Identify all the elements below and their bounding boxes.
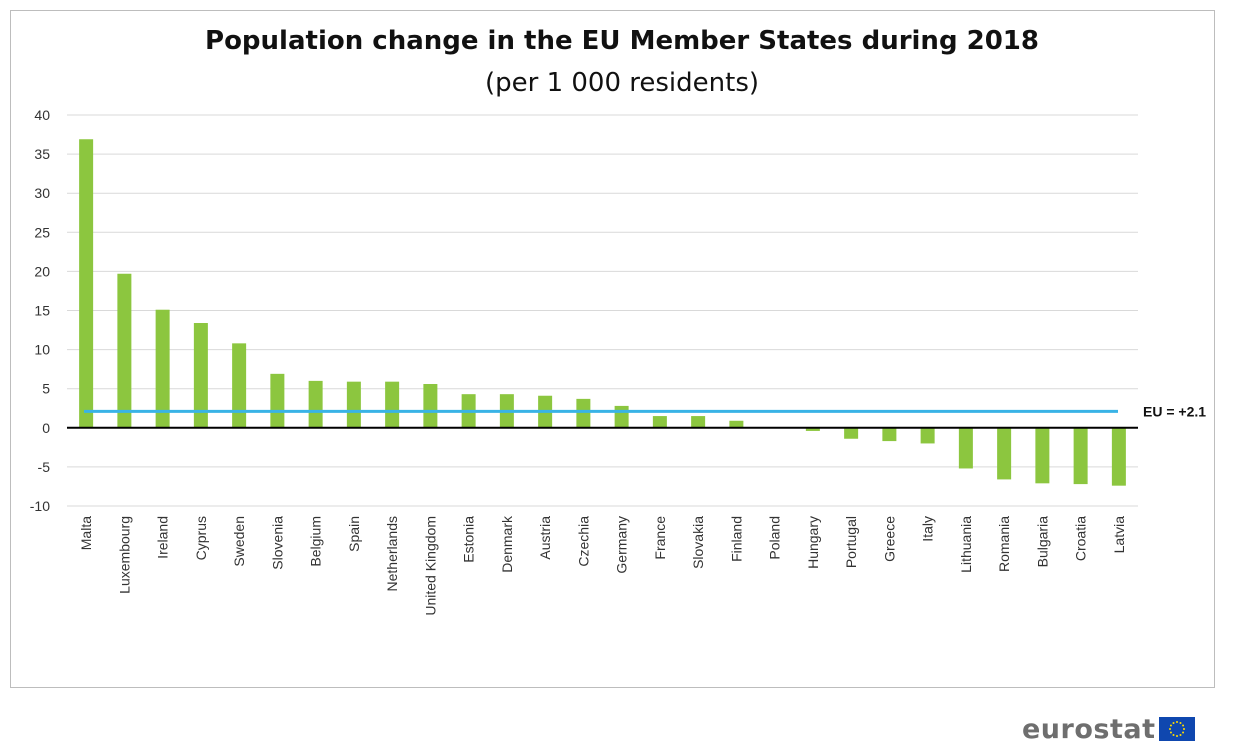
x-tick-label: Sweden [231,516,247,567]
x-tick-label: Slovenia [269,516,285,570]
chart-subtitle: (per 1 000 residents) [484,68,760,98]
y-tick-label: -5 [38,459,51,475]
star-icon [1168,728,1171,730]
chart-frame [10,10,1215,688]
x-tick-label: Cyprus [193,516,209,560]
star-icon [1169,731,1172,734]
x-tick-label: Denmark [499,515,515,573]
y-tick-label: 15 [34,303,50,319]
star-icon [1181,724,1184,727]
bar [920,427,935,444]
x-tick-label: Czechia [575,516,591,567]
x-tick-label: United Kingdom [422,516,438,616]
bar [385,381,400,428]
bar [729,420,744,428]
x-tick-label: Luxembourg [116,516,132,594]
x-tick-label: Greece [881,516,897,562]
x-tick-label: Bulgaria [1034,516,1050,568]
bar [1111,427,1126,486]
x-tick-label: Germany [614,516,630,574]
star-icon [1172,734,1175,737]
bars [79,139,1126,486]
bar [844,427,859,439]
y-tick-label: 5 [42,381,50,397]
star-icon [1175,721,1178,723]
y-tick-label: 30 [34,185,50,201]
x-tick-label: Netherlands [384,516,400,592]
y-tick-label: 25 [34,224,50,240]
bar [79,139,94,428]
bar [270,373,285,428]
bar [423,384,438,428]
bar [117,273,132,428]
x-tick-label: Estonia [461,516,477,563]
eu-reference: EU = +2.1 [84,403,1206,419]
eu-flag-icon [1158,717,1195,741]
bar [193,323,208,428]
x-tick-label: Spain [346,516,362,552]
x-tick-label: Italy [920,516,936,542]
x-tick-label: Lithuania [958,516,974,573]
bar [576,398,591,428]
star-icon [1175,735,1178,737]
star-icon [1172,721,1175,724]
x-tick-label: Croatia [1073,516,1089,561]
x-tick-label: Portugal [843,516,859,568]
y-tick-label: -10 [30,498,50,514]
x-tick-label: Finland [728,516,744,562]
bar [691,416,706,428]
bar [958,427,973,469]
chart-title: Population change in the EU Member State… [205,26,1039,56]
gridlines [67,114,1138,507]
y-tick-label: 0 [42,420,50,436]
y-tick-label: 20 [34,263,50,279]
bar [997,427,1012,480]
x-tick-label: France [652,516,668,560]
star-icon [1181,731,1184,734]
x-tick-label: Austria [537,516,553,560]
x-tick-label: Malta [78,516,94,550]
x-tick-label: Latvia [1111,516,1127,554]
y-tick-label: 10 [34,342,50,358]
eu-average-label: EU = +2.1 [1143,403,1206,419]
y-tick-label: 40 [34,107,50,123]
star-icon [1179,734,1182,737]
star-icon [1169,724,1172,727]
y-tick-label: 35 [34,146,50,162]
bar [882,427,897,442]
star-icon [1179,721,1182,724]
x-tick-label: Romania [996,516,1012,572]
x-tick-label: Slovakia [690,516,706,569]
brand-wordmark: eurostat [1022,713,1156,745]
bar [155,309,170,428]
x-tick-label: Ireland [155,516,171,559]
bar [308,380,323,428]
bar [232,343,247,428]
y-axis-ticks: 40 35 30 25 20 15 10 5 0 -5 -10 [30,107,50,514]
star-icon [1182,728,1185,730]
bar [1073,427,1088,485]
eurostat-logo: eurostat [1022,712,1195,746]
bar [346,381,361,428]
bar [614,405,629,428]
bar [652,416,667,428]
bar [1035,427,1050,484]
x-tick-label: Hungary [805,516,821,569]
x-tick-label: Belgium [308,516,324,567]
bar [805,427,820,431]
x-axis-labels: Malta Luxembourg Ireland Cyprus Sweden Sloven… [78,515,1127,616]
x-tick-label: Poland [767,516,783,560]
